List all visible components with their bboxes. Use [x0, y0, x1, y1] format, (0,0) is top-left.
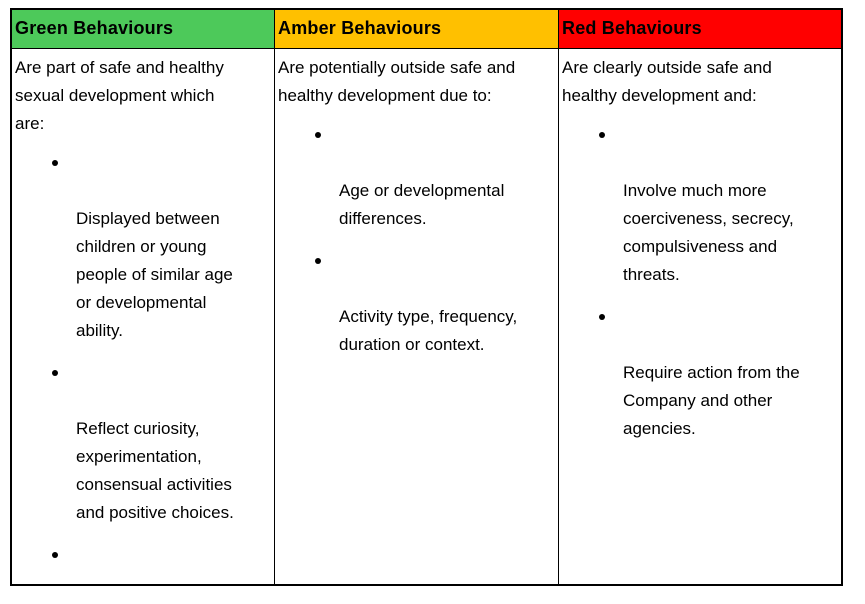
list-item-text: Involve much more coerciveness, secrecy,…: [623, 181, 794, 284]
list-item: Age or developmental differences.: [278, 121, 550, 233]
bullet-icon: [599, 314, 605, 320]
list-item: Displayed between children or young peop…: [15, 149, 266, 345]
bullet-icon: [52, 552, 58, 558]
amber-body-cell: Are potentially outside safe and healthy…: [275, 49, 559, 584]
green-body-cell: Are part of safe and healthy sexual deve…: [12, 49, 275, 584]
list-item: Involve much more coerciveness, secrecy,…: [562, 121, 833, 289]
green-header-label: Green Behaviours: [15, 17, 174, 38]
red-intro-text: Are clearly outside safe and healthy dev…: [562, 58, 772, 105]
green-header-cell: Green Behaviours: [12, 10, 275, 49]
list-item-text: Age or developmental differences.: [339, 181, 505, 228]
bullet-icon: [52, 160, 58, 166]
list-item-text: Require action from the Company and othe…: [623, 363, 800, 438]
red-bullet-list: Involve much more coerciveness, secrecy,…: [562, 121, 833, 443]
list-item-text: Activity type, frequency, duration or co…: [339, 307, 518, 354]
bullet-icon: [599, 132, 605, 138]
green-intro-text: Are part of safe and healthy sexual deve…: [15, 58, 224, 133]
amber-header-cell: Amber Behaviours: [275, 10, 559, 49]
list-item-text: Reflect curiosity, experimentation, cons…: [76, 419, 234, 522]
green-bullet-list: Displayed between children or young peop…: [15, 149, 266, 584]
bullet-icon: [52, 370, 58, 376]
amber-header-label: Amber Behaviours: [278, 17, 442, 38]
list-item: Reflect curiosity, experimentation, cons…: [15, 359, 266, 527]
red-header-label: Red Behaviours: [562, 17, 702, 38]
list-item: Require action from the Company and othe…: [562, 303, 833, 443]
amber-bullet-list: Age or developmental differences. Activi…: [278, 121, 550, 359]
amber-intro-text: Are potentially outside safe and healthy…: [278, 58, 516, 105]
list-item: ‘Normal’ but inappropriate within the Co…: [15, 541, 266, 584]
bullet-icon: [315, 132, 321, 138]
bullet-icon: [315, 258, 321, 264]
list-item-text: Displayed between children or young peop…: [76, 209, 233, 340]
list-item: Activity type, frequency, duration or co…: [278, 247, 550, 359]
behaviours-table: Green Behaviours Amber Behaviours Red Be…: [10, 8, 843, 586]
red-header-cell: Red Behaviours: [559, 10, 841, 49]
red-body-cell: Are clearly outside safe and healthy dev…: [559, 49, 841, 584]
